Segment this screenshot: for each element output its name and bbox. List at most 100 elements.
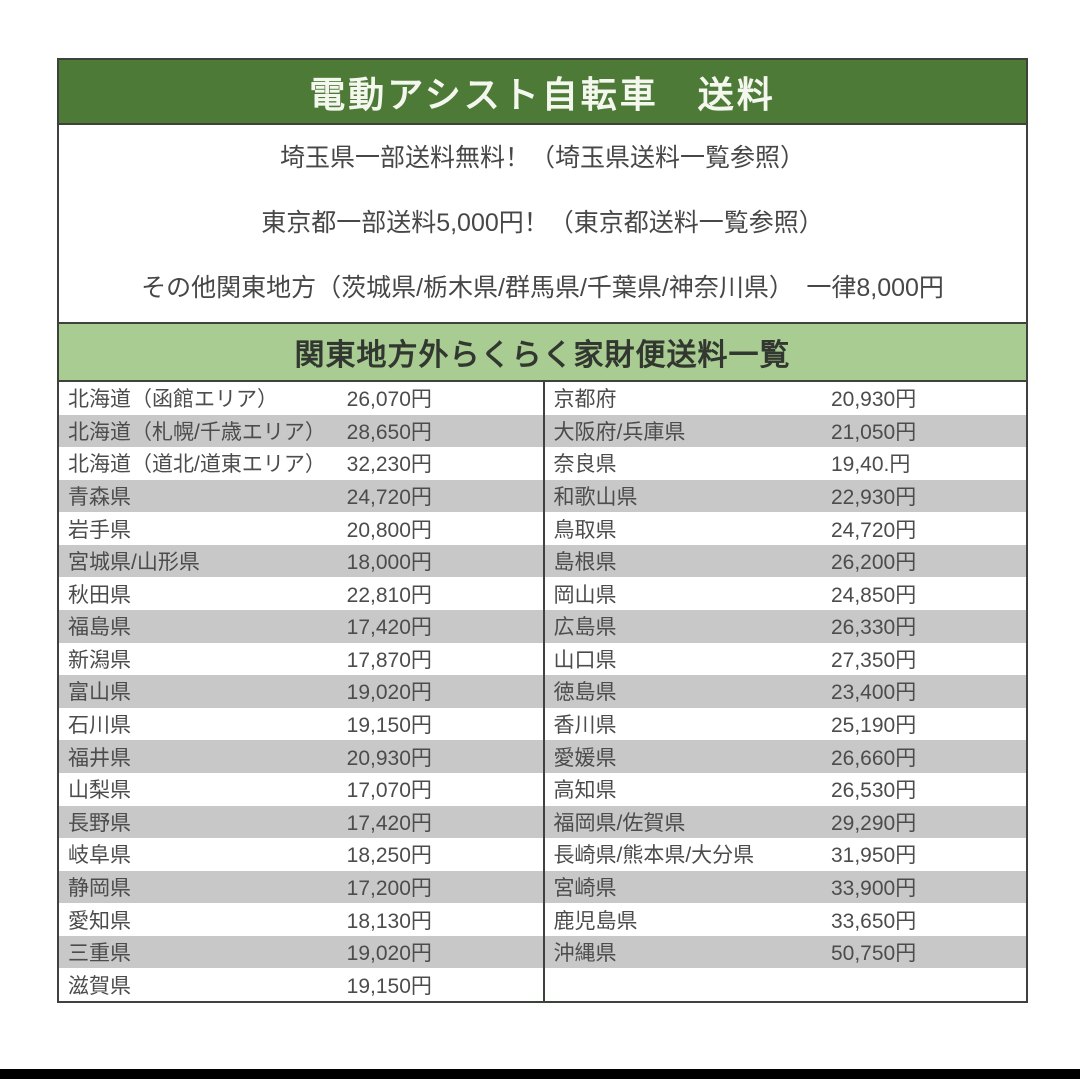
region-cell: 愛媛県: [553, 746, 617, 770]
table-row: 鳥取県 24,720円: [544, 512, 1026, 545]
table-row: 沖縄県 50,750円: [544, 935, 1026, 969]
table-row: 和歌山県 22,930円: [544, 479, 1026, 513]
region-cell: 富山県: [68, 681, 131, 705]
table-row: 香川県 25,190円: [544, 707, 1026, 741]
price-cell: 22,930円: [830, 486, 917, 510]
table-left-column: 北海道（函館エリア） 26,070円 北海道（札幌/千歳エリア） 28,650円 北海道…: [59, 382, 543, 1001]
price-cell: 31,950円: [830, 844, 917, 868]
table-row: 鹿児島県 33,650円: [544, 903, 1026, 936]
table-row: 静岡県 17,200円: [59, 870, 543, 904]
region-cell: 新潟県: [68, 648, 131, 672]
price-cell: 20,800円: [346, 518, 432, 542]
price-cell: 17,870円: [346, 648, 432, 672]
price-cell: 32,230円: [346, 453, 432, 477]
region-cell: 青森県: [68, 486, 131, 510]
region-cell: 秋田県: [68, 583, 131, 607]
region-cell: 宮崎県: [553, 876, 617, 900]
region-cell: 三重県: [68, 942, 131, 966]
table-row: 長野県 17,420円: [59, 805, 543, 839]
table-row: 福井県 20,930円: [59, 740, 543, 773]
table-right-column: 京都府 20,930円 大阪府/兵庫県 21,050円奈良県 19,40.円和歌山県 22…: [542, 382, 1026, 1001]
region-cell: 鹿児島県: [553, 909, 638, 933]
shipping-info-board: 電動アシスト自転車 送料 埼玉県一部送料無料！（埼玉県送料一覧参照） 東京都一部…: [57, 58, 1028, 1003]
price-cell: 26,330円: [830, 616, 917, 640]
price-cell: 29,290円: [830, 811, 917, 835]
region-cell: 静岡県: [68, 876, 131, 900]
price-cell: 20,930円: [346, 746, 432, 770]
price-cell: 27,350円: [830, 648, 917, 672]
table-row: 愛媛県 26,660円: [544, 740, 1026, 773]
note-tokyo: 東京都一部送料5,000円！（東京都送料一覧参照）: [261, 209, 824, 237]
price-cell: 19,020円: [346, 942, 432, 966]
price-cell: 19,020円: [346, 681, 432, 705]
region-cell: 福井県: [68, 746, 131, 770]
region-cell: 香川県: [553, 714, 617, 738]
price-cell: 22,810円: [346, 583, 432, 607]
region-cell: 長崎県/熊本県/大分県: [553, 844, 755, 868]
table-row: 京都府 20,930円: [544, 382, 1026, 415]
region-cell: 和歌山県: [553, 486, 638, 510]
price-cell: 18,250円: [346, 844, 432, 868]
price-cell: 19,150円: [346, 714, 432, 738]
price-cell: 19,40.円: [830, 453, 911, 477]
note-saitama: 埼玉県一部送料無料！（埼玉県送料一覧参照）: [279, 144, 805, 172]
table-row: 宮城県/山形県 18,000円: [59, 544, 543, 578]
price-cell: 17,070円: [346, 779, 432, 803]
price-cell: 21,050円: [830, 420, 917, 444]
region-cell: 山口県: [553, 648, 617, 672]
table-row: 富山県 19,020円: [59, 675, 543, 708]
table-row: 島根県 26,200円: [544, 544, 1026, 578]
price-cell: 26,660円: [830, 746, 917, 770]
table-row: 徳島県 23,400円: [544, 675, 1026, 708]
region-cell: 北海道（道北/道東エリア）: [68, 453, 326, 477]
price-cell: 24,720円: [830, 518, 917, 542]
shipping-fee-table: 北海道（函館エリア） 26,070円 北海道（札幌/千歳エリア） 28,650円 北海道…: [59, 382, 1026, 1001]
price-cell: 33,650円: [830, 909, 917, 933]
price-cell: 17,420円: [346, 616, 432, 640]
table-row: 宮崎県 33,900円: [544, 870, 1026, 904]
price-cell: 24,720円: [346, 486, 432, 510]
price-cell: 25,190円: [830, 714, 917, 738]
price-cell: 26,530円: [830, 779, 917, 803]
note-other-kanto: その他関東地方（茨城県/栃木県/群馬県/千葉県/神奈川県） 一律8,000円: [141, 274, 944, 302]
price-cell: 19,150円: [346, 974, 432, 998]
region-cell: 滋賀県: [68, 974, 131, 998]
table-row: 奈良県 19,40.円: [544, 447, 1026, 480]
price-cell: 20,930円: [830, 388, 917, 412]
table-title: 関東地方外らくらく家財便送料一覧: [294, 339, 791, 372]
region-cell: 奈良県: [553, 453, 617, 477]
price-cell: 50,750円: [830, 942, 917, 966]
region-cell: 京都府: [553, 388, 617, 412]
page-title: 電動アシスト自転車 送料: [309, 73, 776, 115]
region-cell: 島根県: [553, 551, 617, 575]
table-row: 北海道（道北/道東エリア） 32,230円: [59, 447, 543, 480]
table-row: 山梨県 17,070円: [59, 772, 543, 806]
main-title-bar: 電動アシスト自転車 送料: [59, 60, 1026, 125]
region-cell: 愛知県: [68, 909, 131, 933]
table-row: 大阪府/兵庫県 21,050円: [544, 414, 1026, 448]
table-row: 岩手県 20,800円: [59, 512, 543, 545]
price-cell: 17,200円: [346, 876, 432, 900]
region-cell: 鳥取県: [553, 518, 617, 542]
region-cell: 岐阜県: [68, 844, 131, 868]
table-row: 福島県 17,420円: [59, 610, 543, 643]
region-cell: 岩手県: [68, 518, 131, 542]
price-cell: 26,200円: [830, 551, 917, 575]
region-cell: 福岡県/佐賀県: [553, 811, 686, 835]
region-cell: 福島県: [68, 616, 131, 640]
price-cell: 26,070円: [346, 388, 432, 412]
table-row: 北海道（札幌/千歳エリア） 28,650円: [59, 414, 543, 448]
table-row: 岐阜県 18,250円: [59, 838, 543, 871]
table-row: 広島県 26,330円: [544, 610, 1026, 643]
price-cell: 23,400円: [830, 681, 917, 705]
price-cell: 33,900円: [830, 876, 917, 900]
region-cell: 岡山県: [553, 583, 617, 607]
region-cell: 宮城県/山形県: [68, 551, 200, 575]
table-row: 青森県 24,720円: [59, 479, 543, 513]
table-row: 滋賀県 19,150円: [59, 968, 543, 1001]
region-cell: 石川県: [68, 714, 131, 738]
price-cell: 18,130円: [346, 909, 432, 933]
table-row: 山口県 27,350円: [544, 642, 1026, 676]
table-row: 福岡県/佐賀県 29,290円: [544, 805, 1026, 839]
price-cell: 18,000円: [346, 551, 432, 575]
